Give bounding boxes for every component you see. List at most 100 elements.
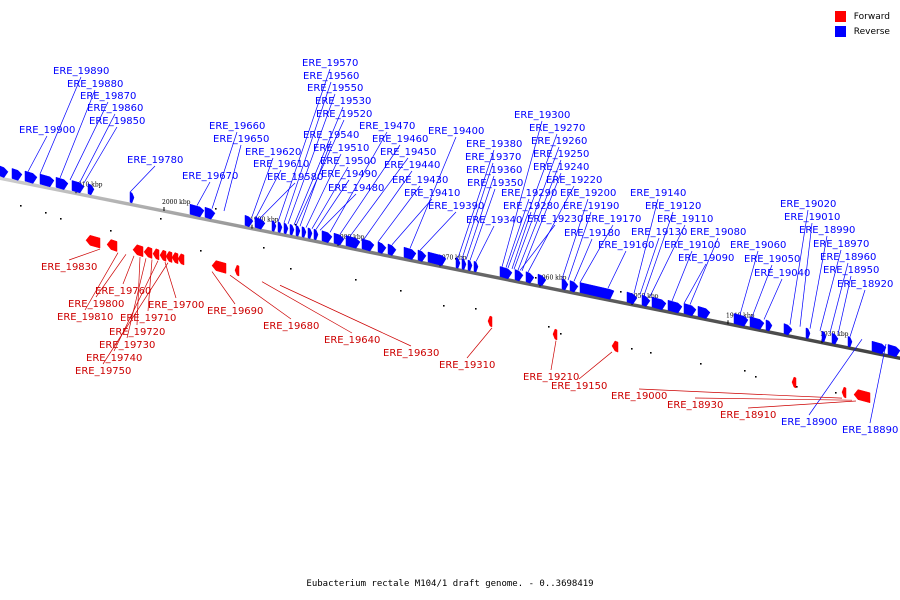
reverse-gene-label[interactable]: ERE_19380	[466, 139, 522, 150]
reverse-gene[interactable]	[525, 271, 535, 284]
forward-gene[interactable]	[791, 376, 797, 389]
reverse-gene-label[interactable]: ERE_19160	[598, 240, 654, 251]
reverse-gene-label[interactable]: ERE_19280	[503, 201, 559, 212]
reverse-gene[interactable]	[641, 294, 651, 307]
reverse-gene[interactable]	[455, 257, 461, 269]
forward-gene-label[interactable]: ERE_19310	[439, 360, 495, 371]
reverse-gene-label[interactable]: ERE_19450	[380, 147, 436, 158]
reverse-gene[interactable]	[254, 216, 266, 230]
reverse-gene[interactable]	[697, 305, 711, 319]
reverse-gene-label[interactable]: ERE_19370	[465, 152, 521, 163]
forward-gene[interactable]	[106, 239, 118, 252]
forward-gene[interactable]	[552, 328, 558, 341]
reverse-gene[interactable]	[805, 327, 811, 340]
forward-gene[interactable]	[177, 253, 185, 266]
forward-gene-label[interactable]: ERE_19690	[207, 306, 263, 317]
reverse-gene[interactable]	[387, 243, 397, 256]
reverse-gene-label[interactable]: ERE_19350	[467, 178, 523, 189]
reverse-gene[interactable]	[626, 291, 638, 305]
reverse-gene-label[interactable]: ERE_18950	[823, 265, 879, 276]
reverse-gene-label[interactable]: ERE_19520	[316, 109, 372, 120]
reverse-gene-label[interactable]: ERE_19080	[690, 227, 746, 238]
forward-gene-label[interactable]: ERE_19730	[99, 340, 155, 351]
reverse-gene[interactable]	[467, 259, 473, 272]
reverse-gene[interactable]	[377, 241, 387, 254]
reverse-gene[interactable]	[579, 282, 615, 300]
reverse-gene[interactable]	[569, 280, 579, 293]
reverse-gene[interactable]	[361, 238, 375, 252]
reverse-gene-label[interactable]: ERE_19550	[307, 83, 363, 94]
reverse-gene-label[interactable]: ERE_19490	[321, 169, 377, 180]
forward-gene[interactable]	[159, 249, 167, 262]
reverse-gene-label[interactable]: ERE_19020	[780, 199, 836, 210]
reverse-gene[interactable]	[71, 180, 85, 194]
reverse-gene[interactable]	[129, 191, 135, 204]
reverse-gene-label[interactable]: ERE_19100	[664, 240, 720, 251]
reverse-gene-label[interactable]: ERE_19650	[213, 134, 269, 145]
reverse-gene-label[interactable]: ERE_19010	[784, 212, 840, 223]
reverse-gene-label[interactable]: ERE_19200	[560, 188, 616, 199]
reverse-gene-label[interactable]: ERE_19240	[533, 162, 589, 173]
forward-gene-label[interactable]: ERE_19700	[148, 300, 204, 311]
reverse-gene-label[interactable]: ERE_19850	[89, 116, 145, 127]
reverse-gene-label[interactable]: ERE_18960	[820, 252, 876, 263]
reverse-gene[interactable]	[427, 251, 447, 266]
reverse-gene[interactable]	[271, 220, 277, 232]
reverse-gene-label[interactable]: ERE_19270	[529, 123, 585, 134]
reverse-gene-label[interactable]: ERE_19220	[546, 175, 602, 186]
reverse-gene[interactable]	[847, 335, 853, 348]
reverse-gene-label[interactable]: ERE_19870	[80, 91, 136, 102]
reverse-gene[interactable]	[667, 299, 683, 314]
forward-gene[interactable]	[143, 246, 153, 259]
reverse-gene-label[interactable]: ERE_19110	[657, 214, 713, 225]
reverse-gene[interactable]	[333, 232, 345, 246]
reverse-gene-label[interactable]: ERE_19050	[744, 254, 800, 265]
reverse-gene-label[interactable]: ERE_18890	[842, 425, 898, 436]
reverse-gene-label[interactable]: ERE_19480	[328, 183, 384, 194]
reverse-gene[interactable]	[514, 269, 524, 282]
reverse-gene[interactable]	[283, 222, 289, 235]
forward-gene-label[interactable]: ERE_19150	[551, 381, 607, 392]
reverse-gene-label[interactable]: ERE_19390	[428, 201, 484, 212]
reverse-gene[interactable]	[765, 319, 773, 332]
reverse-gene[interactable]	[313, 228, 319, 241]
reverse-gene[interactable]	[561, 278, 569, 291]
reverse-gene[interactable]	[871, 340, 887, 355]
forward-gene-label[interactable]: ERE_19000	[611, 391, 667, 402]
reverse-gene[interactable]	[345, 235, 361, 249]
forward-gene[interactable]	[132, 244, 144, 258]
forward-gene-label[interactable]: ERE_19740	[86, 353, 142, 364]
reverse-gene[interactable]	[831, 332, 839, 345]
reverse-gene[interactable]	[87, 183, 95, 196]
reverse-gene-label[interactable]: ERE_19140	[630, 188, 686, 199]
reverse-gene-label[interactable]: ERE_19620	[245, 147, 301, 158]
reverse-gene-label[interactable]: ERE_19860	[87, 103, 143, 114]
reverse-gene[interactable]	[651, 296, 667, 311]
reverse-gene-label[interactable]: ERE_19440	[384, 160, 440, 171]
reverse-gene[interactable]	[277, 221, 283, 233]
reverse-gene-label[interactable]: ERE_19500	[320, 156, 376, 167]
reverse-gene-label[interactable]: ERE_19260	[531, 136, 587, 147]
reverse-gene-label[interactable]: ERE_19610	[253, 159, 309, 170]
forward-gene[interactable]	[234, 264, 240, 277]
reverse-gene-label[interactable]: ERE_19170	[585, 214, 641, 225]
reverse-gene[interactable]	[11, 168, 23, 181]
reverse-gene-label[interactable]: ERE_19540	[303, 130, 359, 141]
reverse-gene-label[interactable]: ERE_19670	[182, 171, 238, 182]
reverse-gene-label[interactable]: ERE_18970	[813, 239, 869, 250]
reverse-gene-label[interactable]: ERE_19570	[302, 58, 358, 69]
forward-gene-label[interactable]: ERE_19750	[75, 366, 131, 377]
forward-gene[interactable]	[152, 248, 160, 261]
forward-gene[interactable]	[165, 251, 173, 263]
reverse-gene[interactable]	[783, 323, 793, 336]
forward-gene-label[interactable]: ERE_19800	[68, 299, 124, 310]
forward-gene-label[interactable]: ERE_19760	[95, 286, 151, 297]
reverse-gene[interactable]	[244, 214, 254, 228]
reverse-gene-label[interactable]: ERE_19130	[631, 227, 687, 238]
reverse-gene[interactable]	[204, 206, 216, 220]
forward-gene-label[interactable]: ERE_18930	[667, 400, 723, 411]
forward-gene-label[interactable]: ERE_19810	[57, 312, 113, 323]
reverse-gene-label[interactable]: ERE_19230	[527, 214, 583, 225]
reverse-gene[interactable]	[289, 223, 295, 236]
reverse-gene[interactable]	[189, 203, 205, 218]
